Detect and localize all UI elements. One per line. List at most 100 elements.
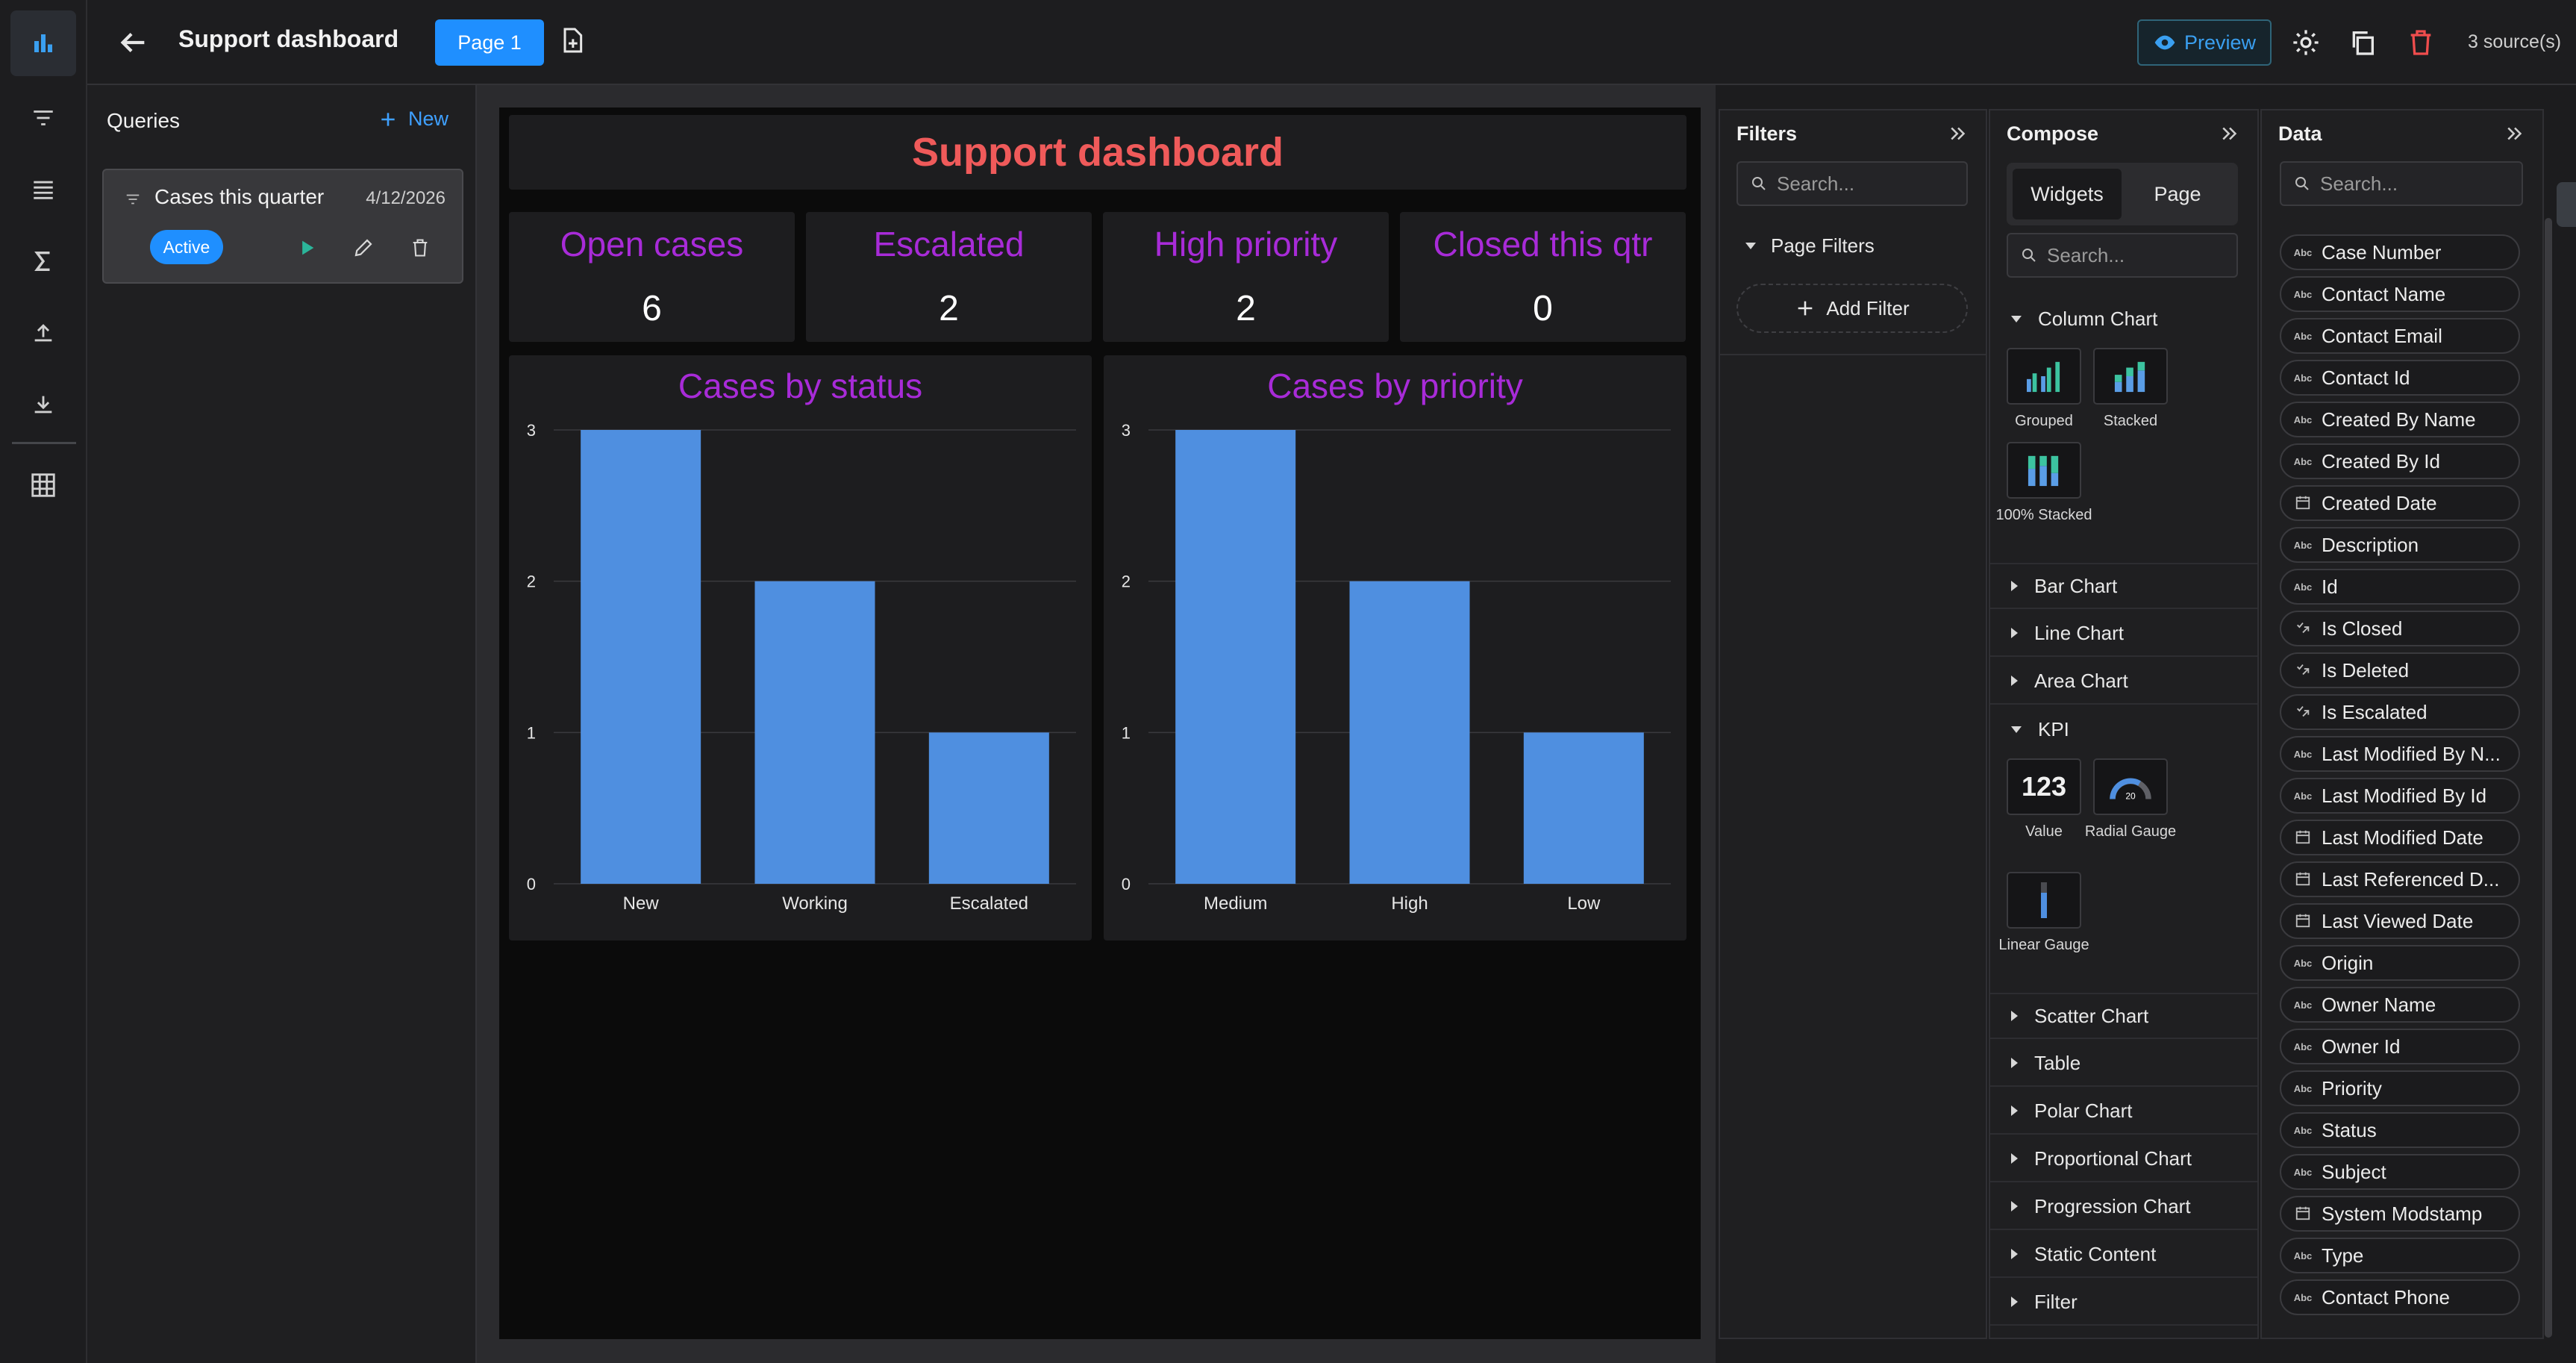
data-field-item[interactable]: Abc Last Modified By Id (2280, 778, 2520, 814)
data-field-item[interactable]: Abc Contact Email (2280, 318, 2520, 354)
data-scrollbar[interactable] (2545, 218, 2552, 1338)
list-icon[interactable] (10, 157, 76, 222)
query-card[interactable]: Cases this quarter 4/12/2026 Active (102, 169, 463, 284)
add-page-icon[interactable] (557, 25, 592, 60)
edge-handle[interactable] (2557, 182, 2576, 227)
calendar-icon (2292, 912, 2314, 931)
data-field-item[interactable]: Abc Priority (2280, 1070, 2520, 1106)
section-filter[interactable]: Filter (1990, 1279, 2257, 1326)
sigma-icon[interactable] (10, 228, 76, 294)
data-field-item[interactable]: Abc Created By Name (2280, 402, 2520, 437)
data-field-item[interactable]: System Modstamp (2280, 1196, 2520, 1232)
preview-button[interactable]: Preview (2137, 19, 2272, 66)
add-filter-button[interactable]: Add Filter (1736, 284, 1968, 333)
canvas-area: Support dashboard Open cases 6 Escalated… (477, 85, 1716, 1363)
section-proportional-chart[interactable]: Proportional Chart (1990, 1136, 2257, 1182)
tab-page[interactable]: Page (2154, 182, 2201, 205)
chart-bar[interactable] (754, 581, 875, 884)
bar-chart-icon[interactable] (10, 10, 76, 76)
widget-radial-gauge[interactable]: 20 (2093, 758, 2168, 815)
download-icon[interactable] (10, 372, 76, 437)
section-table[interactable]: Table (1990, 1041, 2257, 1087)
section-label: Bar Chart (2034, 574, 2118, 597)
tab-page-1[interactable]: Page 1 (435, 19, 544, 66)
delete-trash-icon[interactable] (405, 233, 435, 263)
data-search-input[interactable]: Search... (2280, 161, 2523, 206)
data-field-item[interactable]: Abc Type (2280, 1238, 2520, 1273)
widget-label: Linear Gauge (1998, 937, 2089, 953)
chart-bar[interactable] (581, 430, 701, 884)
filters-search-input[interactable]: Search... (1736, 161, 1968, 206)
compose-search-input[interactable]: Search... (2007, 233, 2238, 278)
caret-right-icon (2011, 1105, 2018, 1116)
data-field-item[interactable]: Abc Case Number (2280, 234, 2520, 270)
collapse-chevrons-icon[interactable] (2504, 122, 2527, 146)
settings-gear-icon[interactable] (2289, 25, 2323, 60)
widget-label: Value (2025, 823, 2063, 840)
section-area-chart[interactable]: Area Chart (1990, 658, 2257, 705)
new-query-button[interactable]: New (378, 107, 448, 131)
data-field-item[interactable]: Last Viewed Date (2280, 903, 2520, 939)
data-field-item[interactable]: Last Referenced D... (2280, 861, 2520, 897)
widget-linear-gauge[interactable] (2007, 872, 2081, 929)
gauge-value: 20 (2125, 791, 2136, 802)
widget-stacked-column[interactable] (2093, 348, 2168, 405)
dashboard-title[interactable]: Support dashboard (509, 115, 1686, 190)
kpi-card[interactable]: Escalated 2 (806, 212, 1092, 342)
section-progression-chart[interactable]: Progression Chart (1990, 1184, 2257, 1230)
data-field-item[interactable]: Abc Last Modified By N... (2280, 736, 2520, 772)
section-static-content[interactable]: Static Content (1990, 1232, 2257, 1278)
chart-bar[interactable] (928, 732, 1049, 884)
delete-trash-icon[interactable] (2404, 25, 2438, 60)
page-filters-toggle[interactable]: Page Filters (1745, 234, 1875, 258)
chart-card-priority[interactable]: 0 1 2 3 Medium High Low Cases by priority (1104, 355, 1686, 941)
section-scatter-chart[interactable]: Scatter Chart (1990, 993, 2257, 1039)
text-type-icon: Abc (2293, 1166, 2313, 1178)
upload-icon[interactable] (10, 300, 76, 366)
chart-bar[interactable] (1175, 430, 1296, 884)
collapse-chevrons-icon[interactable] (1947, 122, 1971, 146)
data-field-item[interactable]: Abc Contact Name (2280, 276, 2520, 312)
new-query-label: New (407, 107, 448, 130)
data-field-item[interactable]: Is Closed (2280, 611, 2520, 646)
data-field-item[interactable]: Is Deleted (2280, 652, 2520, 688)
data-field-item[interactable]: Abc Subject (2280, 1154, 2520, 1190)
search-icon (2022, 249, 2036, 262)
back-arrow-icon[interactable] (116, 25, 150, 60)
data-field-item[interactable]: Abc Description (2280, 527, 2520, 563)
data-field-item[interactable]: Is Escalated (2280, 694, 2520, 730)
filter-icon[interactable] (10, 85, 76, 151)
data-field-item[interactable]: Abc Contact Phone (2280, 1279, 2520, 1315)
edit-pencil-icon[interactable] (348, 233, 378, 263)
chart-bar[interactable] (1349, 581, 1470, 884)
kpi-card[interactable]: High priority 2 (1103, 212, 1389, 342)
data-field-item[interactable]: Abc Owner Id (2280, 1029, 2520, 1064)
widget-grouped-column[interactable] (2007, 348, 2081, 405)
chart-card-status[interactable]: 0 1 2 3 New Working Escalated Cases by status (509, 355, 1092, 941)
kpi-card[interactable]: Closed this qtr 0 (1400, 212, 1686, 342)
data-field-item[interactable]: Abc Id (2280, 569, 2520, 605)
data-field-item[interactable]: Abc Created By Id (2280, 443, 2520, 479)
text-type-icon: Abc (2293, 246, 2313, 258)
run-play-icon[interactable] (292, 233, 322, 263)
data-field-item[interactable]: Last Modified Date (2280, 820, 2520, 855)
section-line-chart[interactable]: Line Chart (1990, 611, 2257, 657)
section-kpi[interactable]: KPI (1990, 706, 2257, 752)
section-label: Polar Chart (2034, 1099, 2133, 1122)
data-field-item[interactable]: Abc Contact Id (2280, 360, 2520, 396)
section-polar-chart[interactable]: Polar Chart (1990, 1088, 2257, 1135)
kpi-card[interactable]: Open cases 6 (509, 212, 795, 342)
widget-100-stacked-column[interactable] (2007, 442, 2081, 499)
section-bar-chart[interactable]: Bar Chart (1990, 563, 2257, 609)
chart-bar[interactable] (1523, 732, 1644, 884)
table-grid-icon[interactable] (10, 452, 76, 518)
data-field-item[interactable]: Abc Origin (2280, 945, 2520, 981)
widget-kpi-value[interactable]: 123 (2007, 758, 2081, 815)
data-field-item[interactable]: Abc Status (2280, 1112, 2520, 1148)
tab-widgets[interactable]: Widgets (2013, 169, 2122, 219)
collapse-chevrons-icon[interactable] (2219, 122, 2242, 146)
data-field-item[interactable]: Abc Owner Name (2280, 987, 2520, 1023)
copy-icon[interactable] (2345, 25, 2380, 60)
section-column-chart[interactable]: Column Chart (1990, 296, 2257, 342)
data-field-item[interactable]: Created Date (2280, 485, 2520, 521)
